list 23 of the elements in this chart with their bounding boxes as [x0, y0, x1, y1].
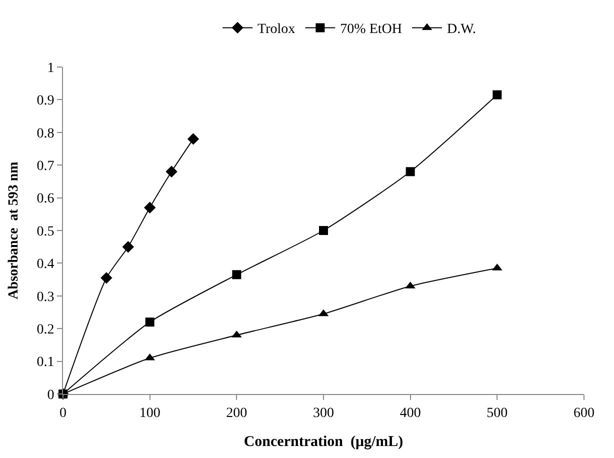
- x-tick-label: 0: [60, 406, 66, 421]
- x-axis-title: Concerntration (μg/mL): [244, 434, 404, 450]
- y-tick-label: 0.3: [36, 290, 54, 305]
- y-tick-label: 0.2: [36, 322, 54, 338]
- legend-label: 70% EtOH: [340, 22, 402, 38]
- y-tick-label: 0.9: [36, 94, 54, 109]
- legend-label: D.W.: [447, 22, 476, 38]
- y-tick-label: 0.1: [36, 355, 54, 370]
- x-tick-label: 200: [226, 406, 248, 421]
- x-tick-label: 500: [486, 406, 508, 421]
- y-axis-title: Absorbance at 593 nm: [6, 161, 22, 300]
- x-tick-label: 100: [139, 406, 160, 421]
- x-tick-label: 300: [313, 406, 334, 421]
- y-tick-label: 0.8: [36, 126, 54, 142]
- x-tick-label: 400: [400, 406, 421, 421]
- y-tick-label: 0: [47, 388, 54, 403]
- y-tick-label: 0.5: [36, 224, 54, 240]
- y-tick-label: 0.7: [36, 159, 54, 174]
- y-tick-label: 0.4: [36, 257, 54, 272]
- y-tick-label: 1: [47, 60, 54, 76]
- y-tick-label: 0.6: [36, 192, 54, 207]
- legend-label: Trolox: [258, 22, 296, 38]
- x-tick-label: 600: [574, 406, 594, 421]
